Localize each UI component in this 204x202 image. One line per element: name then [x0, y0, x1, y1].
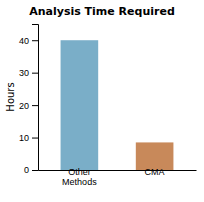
bar	[61, 40, 99, 170]
bars	[61, 40, 174, 170]
y-tick: 0	[24, 165, 38, 175]
y-tick: 20	[19, 100, 38, 110]
bar	[136, 142, 174, 170]
y-tick-mark	[32, 105, 38, 106]
y-tick-label: 20	[19, 100, 29, 110]
plot-area: 0 10 20 30 40 OtherMethods CMA	[19, 25, 197, 187]
x-tick: OtherMethods	[62, 167, 97, 187]
y-tick: 40	[19, 36, 38, 46]
y-tick-mark	[32, 170, 38, 171]
y-axis-title: Hours	[5, 82, 16, 111]
y-tick-label: 40	[19, 36, 29, 46]
y-axis: 0 10 20 30 40	[19, 25, 39, 176]
title: Analysis Time Required	[29, 5, 175, 18]
x-axis: OtherMethods CMA	[39, 167, 197, 187]
y-tick-mark	[32, 73, 38, 74]
y-tick: 10	[19, 133, 38, 143]
y-tick-label: 0	[24, 165, 29, 175]
x-tick-label-line: CMA	[145, 167, 165, 177]
x-tick-label-line: Methods	[62, 177, 97, 187]
x-tick: CMA	[145, 167, 165, 177]
x-tick-label: OtherMethods	[62, 167, 97, 187]
y-axis-line	[32, 25, 39, 171]
y-tick-mark	[32, 40, 38, 41]
y-tick-label: 30	[19, 68, 29, 78]
y-tick-mark	[32, 138, 38, 139]
chart: 0 10 20 30 40 OtherMethods CMA Hours Analysis Ti…	[0, 0, 204, 202]
x-tick-label: CMA	[145, 167, 165, 177]
x-tick-label-line: Other	[68, 167, 91, 177]
y-tick-label: 10	[19, 133, 29, 143]
x-axis-line	[39, 170, 197, 171]
y-tick: 30	[19, 68, 38, 78]
